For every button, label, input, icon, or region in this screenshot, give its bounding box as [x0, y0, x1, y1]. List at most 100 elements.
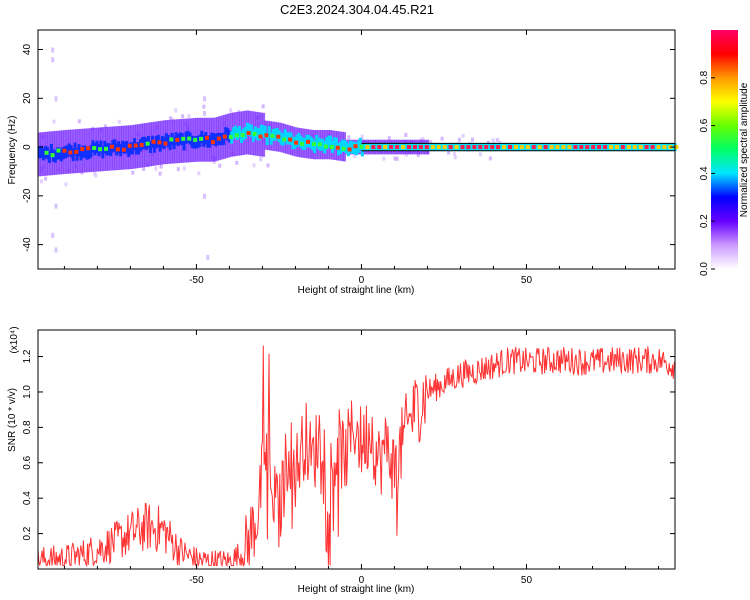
spectrogram-core-cell — [123, 141, 127, 154]
spectrogram-peak-cell — [496, 145, 501, 150]
spectrogram-core-cell — [523, 143, 527, 151]
snr-frame — [37, 329, 676, 570]
spectrogram-noise-cell — [202, 104, 206, 109]
spectrogram-peak-cell — [662, 145, 667, 150]
snr-y-tick-label: 1.0 — [22, 385, 33, 399]
spectrogram-x-label: Height of straight line (km) — [298, 285, 415, 296]
spectrogram-peak-cell — [460, 145, 465, 150]
spectrogram-core-cell — [386, 143, 390, 151]
spectrogram-peak-cell — [632, 145, 637, 150]
spectrogram-core-cell — [303, 137, 307, 150]
spectrogram-peak-cell — [531, 145, 536, 150]
spectrogram-peak-cell — [543, 145, 548, 150]
spectrogram-core-cell — [85, 147, 89, 160]
spectrogram-core-cell — [380, 143, 384, 151]
spectrogram-core-cell — [222, 132, 226, 145]
spectrogram-x-tick-label: -50 — [189, 275, 204, 286]
spectrogram-core-cell — [232, 127, 236, 140]
snr-y-tick-label: 0.2 — [22, 526, 33, 540]
spectrogram-peak-cell — [579, 145, 584, 150]
spectrogram-core-cell — [434, 143, 438, 151]
spectrogram-peak-cell — [157, 140, 162, 145]
spectrogram-core-cell — [283, 129, 287, 142]
spectrogram-peak-cell — [109, 144, 114, 149]
spectrogram-peak-cell — [472, 145, 477, 150]
spectrogram-core-cell — [127, 144, 131, 157]
snr-y-tick-label: 1.2 — [22, 349, 33, 363]
colorbar: 0.0 0.2 0.4 0.6 0.8 Normalized spectral ampl… — [699, 30, 750, 276]
spectrogram-core-cell — [125, 140, 129, 154]
spectrogram-core-cell — [202, 134, 206, 147]
spectrogram-core-cell — [214, 133, 218, 147]
snr-x-tick-label: 0 — [359, 575, 365, 586]
spectrogram-core-cell — [315, 135, 319, 148]
spectrogram-core-cell — [313, 140, 317, 154]
spectrogram-peak-cell — [282, 137, 287, 142]
spectrogram-peak-cell — [585, 145, 590, 150]
spectrogram-outlier-cell — [54, 247, 58, 253]
spectrogram-core-cell — [636, 143, 640, 151]
spectrogram-peak-cell — [525, 145, 530, 150]
spectrogram-core-cell — [291, 137, 295, 150]
spectrogram-peak-cell — [383, 145, 388, 150]
spectrogram-peak-cell — [68, 150, 73, 155]
spectrogram-core-cell — [481, 143, 485, 151]
spectrogram-core-cell — [463, 143, 467, 151]
spectrogram-plot-area — [38, 47, 679, 260]
spectrogram-noise-cell — [197, 171, 201, 176]
spectrogram-peak-cell — [104, 146, 109, 151]
spectrogram-core-cell — [600, 143, 604, 151]
spectrogram-noise-cell — [168, 116, 172, 121]
spectrogram-peak-cell — [513, 145, 518, 150]
spectrogram-core-cell — [451, 143, 455, 151]
spectrogram-core-cell — [238, 125, 242, 139]
spectrogram-core-cell — [368, 143, 372, 151]
spectrogram-core-cell — [61, 147, 65, 160]
spectrogram-core-cell — [440, 143, 444, 151]
spectrogram-peak-cell — [620, 145, 625, 150]
spectrogram-core-cell — [540, 143, 544, 151]
spectrogram-peak-cell — [555, 145, 560, 150]
spectrogram-noise-cell — [252, 163, 256, 168]
spectrogram-peak-cell — [502, 145, 507, 150]
spectrogram-noise-cell — [488, 156, 492, 161]
spectrogram-peak-cell — [638, 145, 643, 150]
spectrogram-peak-cell — [276, 134, 281, 139]
spectrogram-core-cell — [269, 132, 273, 145]
spectrogram-noise-cell — [498, 140, 502, 145]
spectrogram-noise-cell — [159, 164, 163, 169]
spectrogram-core-cell — [79, 148, 83, 161]
spectrogram-core-cell — [299, 135, 303, 148]
spectrogram-core-cell — [220, 133, 224, 146]
spectrogram-peak-cell — [591, 145, 596, 150]
spectrogram-noise-cell — [64, 182, 68, 187]
spectrogram-peak-cell — [371, 145, 376, 150]
spectrogram-peak-cell — [169, 137, 174, 142]
spectrogram-peak-cell — [365, 145, 370, 150]
spectrogram-peak-cell — [115, 147, 120, 152]
spectrogram-peak-cell — [187, 136, 192, 141]
spectrogram-core-cell — [493, 143, 497, 151]
spectrogram-core-cell — [83, 145, 87, 158]
spectrogram-core-cell — [249, 124, 253, 137]
spectrogram-peak-cell — [650, 145, 655, 150]
snr-y-multiplier: (x10⁴) — [9, 326, 20, 353]
spectrogram-peak-cell — [228, 134, 233, 139]
spectrogram-core-cell — [362, 143, 366, 151]
spectrogram-noise-cell — [404, 132, 408, 137]
spectrogram-core-cell — [245, 122, 249, 135]
spectrogram-frame — [37, 29, 676, 270]
spectrogram-core-cell — [49, 143, 53, 157]
spectrogram-core-cell — [279, 132, 283, 145]
spectrogram-peak-cell — [246, 131, 251, 136]
spectrogram-core-cell — [297, 133, 301, 146]
spectrogram-core-cell — [594, 143, 598, 151]
spectrogram-core-cell — [224, 127, 228, 140]
spectrogram-peak-cell — [329, 145, 334, 150]
spectrogram-peak-cell — [210, 140, 215, 145]
spectrogram-noise-cell — [353, 154, 357, 159]
spectrogram-peak-cell — [454, 145, 459, 150]
spectrogram-peak-cell — [561, 145, 566, 150]
spectrogram-peak-cell — [175, 137, 180, 142]
